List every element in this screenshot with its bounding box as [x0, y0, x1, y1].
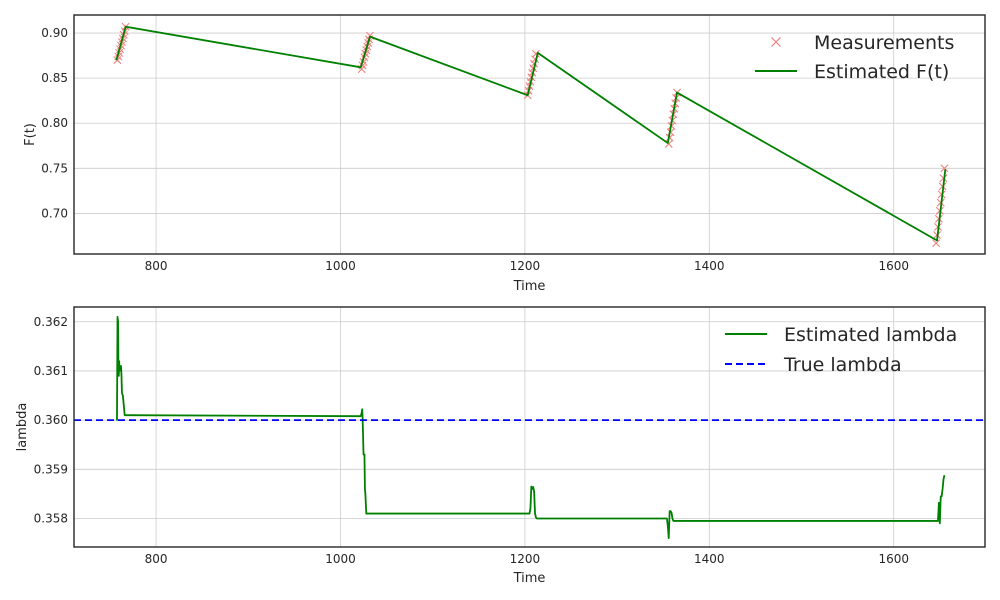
plot-area	[113, 22, 949, 248]
axes-frame	[73, 14, 986, 255]
y-tick-label: 0.75	[41, 161, 68, 175]
y-tick-label: 0.80	[41, 116, 68, 130]
x-axis-label: Time	[513, 279, 546, 294]
legend-label-estimated-lambda: Estimated lambda	[784, 324, 957, 346]
y-tick-label: 0.361	[34, 364, 68, 378]
series-line-estimated-f-t	[115, 25, 947, 242]
x-tick-label: 800	[145, 552, 168, 566]
legend-label-measurements: Measurements	[814, 32, 954, 54]
x-tick-label: 1200	[510, 552, 541, 566]
y-tick-label: 0.70	[41, 206, 68, 220]
legend-label-estimated-f-t: Estimated F(t)	[814, 61, 949, 83]
x-tick-label: 1400	[694, 259, 725, 273]
y-tick-label: 0.362	[34, 315, 68, 329]
legend-marker-measurements	[771, 37, 781, 47]
x-tick-label: 1400	[694, 552, 725, 566]
y-tick-label: 0.85	[41, 71, 68, 85]
data-point-measurements	[940, 164, 949, 173]
x-axis-label: Time	[513, 571, 546, 586]
y-axis-label: lambda	[15, 403, 30, 452]
y-tick-label: 0.359	[34, 462, 68, 476]
x-tick-label: 1200	[510, 259, 541, 273]
series-line-estimated-lambda	[116, 315, 946, 540]
y-tick-label: 0.358	[34, 511, 68, 525]
chart-panel-f-of-t: 800 1000 1200 1400 1600 0.70 0.75 0.80 0.85 0.90 T…	[23, 14, 986, 294]
axes-frame	[73, 306, 986, 548]
x-tick-label: 1000	[325, 259, 356, 273]
y-tick-label: 0.90	[41, 26, 68, 40]
x-tick-label: 1600	[878, 259, 909, 273]
data-point-measurements	[531, 49, 540, 58]
data-point-measurements	[932, 239, 941, 248]
chart-panel-lambda: 800 1000 1200 1400 1600 0.358 0.359 0.360 0.361 0…	[15, 306, 986, 586]
plot-area	[74, 315, 985, 540]
y-axis-label: F(t)	[23, 123, 38, 146]
x-tick-label: 1600	[878, 552, 909, 566]
y-tick-label: 0.360	[34, 413, 68, 427]
legend-label-true-lambda: True lambda	[783, 354, 902, 376]
x-tick-label: 800	[145, 259, 168, 273]
x-tick-label: 1000	[325, 552, 356, 566]
